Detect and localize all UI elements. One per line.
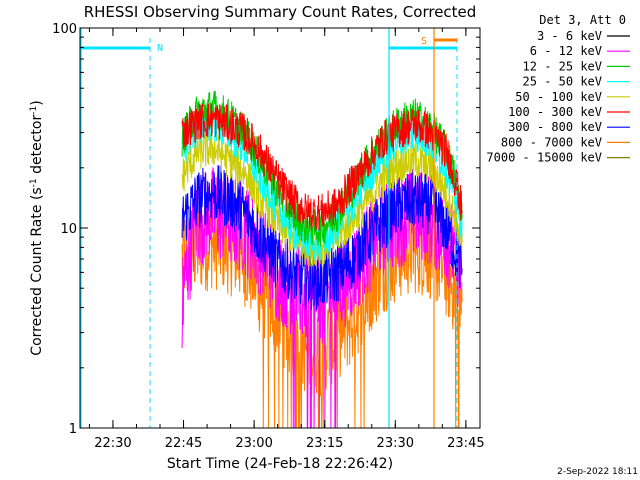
legend-header: Det 3, Att 0 <box>539 13 626 27</box>
y-axis-label-sup2: -1 <box>29 106 39 115</box>
x-tick-label: 22:45 <box>165 436 202 451</box>
x-axis-label: Start Time (24-Feb-18 22:26:42) <box>167 456 393 472</box>
series-line-1 <box>181 167 463 428</box>
saa-marker-label: S <box>421 36 427 47</box>
legend-label: 25 - 50 keV <box>523 75 602 89</box>
series-line-4 <box>181 130 463 267</box>
footer-date: 2-Sep-2022 18:11 <box>557 467 638 477</box>
x-tick-label: 23:30 <box>377 436 414 451</box>
legend-label: 300 - 800 keV <box>508 120 602 134</box>
legend-label: 100 - 300 keV <box>508 105 602 119</box>
legend-label: 6 - 12 keV <box>530 44 602 58</box>
series-line-6 <box>181 164 463 311</box>
legend-label: 800 - 7000 keV <box>501 135 602 149</box>
chart-title: RHESSI Observing Summary Count Rates, Co… <box>84 3 477 21</box>
y-tick-label: 10 <box>60 222 77 237</box>
x-tick-label: 22:30 <box>94 436 131 451</box>
x-axis: 22:30 22:45 23:00 23:15 23:30 23:45 <box>88 28 485 451</box>
x-tick-label: 23:45 <box>447 436 484 451</box>
y-axis-label: Corrected Count Rate (s-1 detector-1) <box>29 100 45 355</box>
legend-label: 7000 - 15000 keV <box>486 151 602 165</box>
x-tick-label: 23:15 <box>306 436 343 451</box>
y-tick-label: 1 <box>69 422 77 437</box>
markers-layer: NS <box>80 28 458 428</box>
y-axis: 1 10 100 <box>52 22 480 437</box>
y-axis-label-sup1: -1 <box>29 178 39 187</box>
y-tick-label: 100 <box>52 22 77 37</box>
legend-label: 50 - 100 keV <box>515 90 602 104</box>
x-tick-label: 23:00 <box>235 436 272 451</box>
legend-label: 3 - 6 keV <box>537 29 602 43</box>
y-axis-label-end: ) <box>29 100 45 105</box>
legend-label: 12 - 25 keV <box>523 59 602 73</box>
series-line-5 <box>181 103 463 232</box>
y-axis-label-main: Corrected Count Rate (s <box>29 187 45 355</box>
series-layer <box>181 90 463 428</box>
night-marker-label: N <box>157 43 163 54</box>
y-axis-label-mid: detector <box>29 115 45 179</box>
